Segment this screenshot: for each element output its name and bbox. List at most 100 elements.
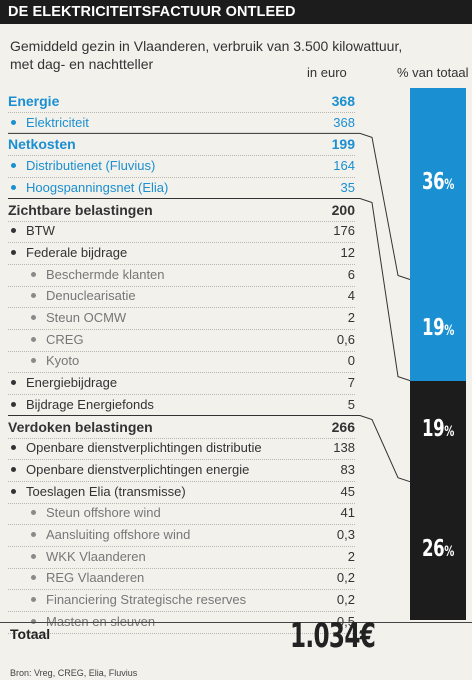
bullet-icon xyxy=(31,510,36,516)
bullet-icon xyxy=(11,466,16,472)
column-header-percentage: % van totaal xyxy=(397,65,469,80)
row-label: Beschermde klanten xyxy=(28,264,165,286)
row-label: Toeslagen Elia (transmisse) xyxy=(8,481,186,503)
table-row: Aansluiting offshore wind 0,3 xyxy=(8,524,355,547)
bullet-icon xyxy=(11,380,16,386)
table-row: Elektriciteit 368 xyxy=(8,112,355,134)
percent-sign: % xyxy=(444,424,455,441)
row-label: REG Vlaanderen xyxy=(28,567,144,589)
bullet-icon xyxy=(31,553,36,559)
bullet-icon xyxy=(31,336,36,342)
row-label-text: Financiering Strategische reserves xyxy=(46,592,247,608)
total-value: 1.034€ xyxy=(290,616,376,656)
total-divider xyxy=(0,622,472,623)
share-label: 26% xyxy=(418,536,458,562)
connector-line xyxy=(8,132,411,280)
row-label-text: Netkosten xyxy=(8,136,76,153)
row-value: 0,6 xyxy=(336,331,355,347)
table-row: Energiebijdrage 7 xyxy=(8,372,355,396)
table-row: Energie 368 xyxy=(8,90,355,113)
row-value: 4 xyxy=(347,288,355,304)
row-label: Bijdrage Energiefonds xyxy=(8,394,154,416)
table-row: Denuclearisatie 4 xyxy=(8,285,355,309)
share-number: 36 xyxy=(421,168,445,195)
bullet-icon xyxy=(11,163,16,169)
row-label: Energiebijdrage xyxy=(8,372,117,394)
bullet-icon xyxy=(31,532,36,538)
row-value: 12 xyxy=(340,244,355,260)
row-label-text: Openbare dienstverplichtingen distributi… xyxy=(26,440,262,456)
table-row: Bijdrage Energiefonds 5 xyxy=(8,394,355,416)
table-row: Masten en sleuven 0,5 xyxy=(8,611,355,634)
row-value: 164 xyxy=(333,158,355,174)
bullet-icon xyxy=(31,575,36,581)
row-value: 368 xyxy=(331,93,355,109)
row-label-text: WKK Vlaanderen xyxy=(46,548,146,564)
table-row: Toeslagen Elia (transmisse) 45 xyxy=(8,481,355,504)
row-label-text: Federale bijdrage xyxy=(26,244,128,260)
row-label-text: BTW xyxy=(26,223,55,239)
table-row: CREG 0,6 xyxy=(8,329,355,352)
row-value: 2 xyxy=(347,548,355,564)
row-label-text: Steun offshore wind xyxy=(46,505,161,521)
row-value: 138 xyxy=(333,440,355,456)
bullet-icon xyxy=(11,249,16,255)
row-label-text: Denuclearisatie xyxy=(46,288,136,304)
bullet-icon xyxy=(31,315,36,321)
share-label: 19% xyxy=(418,416,458,442)
row-value: 176 xyxy=(333,223,355,239)
row-label-text: Openbare dienstverplichtingen energie xyxy=(26,461,250,477)
bullet-icon xyxy=(11,401,16,407)
row-label-text: Zichtbare belastingen xyxy=(8,201,153,218)
row-label: Financiering Strategische reserves xyxy=(28,589,246,611)
table-row: Beschermde klanten 6 xyxy=(8,264,355,287)
bullet-icon xyxy=(11,184,16,190)
row-label: Openbare dienstverplichtingen energie xyxy=(8,459,249,481)
row-label: WKK Vlaanderen xyxy=(28,546,146,568)
row-label-text: Energiebijdrage xyxy=(26,375,118,391)
share-number: 19 xyxy=(421,416,445,443)
row-value: 35 xyxy=(340,179,355,195)
table-row: Distributienet (Fluvius) 164 xyxy=(8,155,355,179)
row-label-text: Toeslagen Elia (transmisse) xyxy=(26,483,186,499)
table-row: REG Vlaanderen 0,2 xyxy=(8,567,355,591)
table-row: Kyoto 0 xyxy=(8,350,355,374)
source-note: Bron: Vreg, CREG, Elia, Fluvius xyxy=(10,668,138,678)
percent-sign: % xyxy=(444,323,455,340)
table-row: Financiering Strategische reserves 0,2 xyxy=(8,589,355,613)
row-label: BTW xyxy=(8,220,55,242)
row-label-text: Elektriciteit xyxy=(26,114,89,130)
row-value: 368 xyxy=(333,114,355,130)
bullet-icon xyxy=(31,618,36,624)
row-label-text: Hoogspanningsnet (Elia) xyxy=(26,179,169,195)
row-label: Hoogspanningsnet (Elia) xyxy=(8,177,168,199)
column-header-euro: in euro xyxy=(307,65,347,80)
table-row: Netkosten 199 xyxy=(8,133,355,157)
share-bar xyxy=(410,380,466,482)
row-label-text: Distributienet (Fluvius) xyxy=(26,158,156,174)
row-value: 5 xyxy=(347,396,355,412)
row-label-text: REG Vlaanderen xyxy=(46,570,145,586)
row-label: Denuclearisatie xyxy=(28,285,136,307)
row-label: Energie xyxy=(8,90,59,112)
share-bar xyxy=(410,279,466,381)
row-label: Aansluiting offshore wind xyxy=(28,524,190,546)
row-value: 45 xyxy=(340,483,355,499)
row-label: Steun OCMW xyxy=(28,307,126,329)
row-label: Openbare dienstverplichtingen distributi… xyxy=(8,437,262,459)
bullet-icon xyxy=(31,358,36,364)
row-value: 266 xyxy=(331,418,355,435)
row-label-text: Kyoto xyxy=(46,353,80,369)
row-value: 0,2 xyxy=(336,570,355,586)
row-label-text: Steun OCMW xyxy=(46,310,127,325)
row-value: 0,3 xyxy=(336,527,355,542)
row-value: 0,5 xyxy=(336,613,355,629)
row-value: 83 xyxy=(340,461,355,477)
row-value: 0 xyxy=(347,353,355,369)
bullet-icon xyxy=(11,445,16,451)
row-label-text: Aansluiting offshore wind xyxy=(46,527,191,542)
percent-sign: % xyxy=(444,176,455,193)
row-value: 2 xyxy=(347,310,355,325)
share-label: 19% xyxy=(418,315,458,341)
row-label: Masten en sleuven xyxy=(28,611,155,633)
